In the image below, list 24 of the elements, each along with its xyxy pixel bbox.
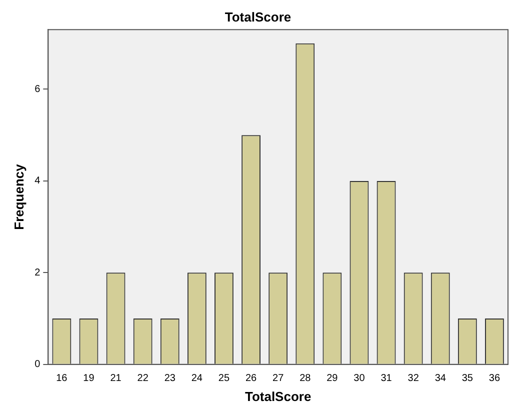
y-tick-label: 4 xyxy=(34,176,41,187)
x-tick-label: 27 xyxy=(272,373,284,384)
x-tick-label: 19 xyxy=(83,373,95,384)
x-tick-label: 16 xyxy=(56,373,68,384)
x-tick-label: 28 xyxy=(300,373,312,384)
x-tick-label: 31 xyxy=(380,373,392,384)
x-tick-label: 35 xyxy=(462,373,474,384)
y-axis-title: Frequency xyxy=(11,163,26,230)
x-tick-label: 21 xyxy=(110,373,122,384)
y-tick-label: 2 xyxy=(34,267,41,278)
x-tick-label: 36 xyxy=(488,373,500,384)
x-tick-label: 25 xyxy=(218,373,230,384)
y-tick-label: 6 xyxy=(34,84,41,95)
x-tick-label: 34 xyxy=(434,373,446,384)
x-tick-label: 26 xyxy=(245,373,258,384)
y-tick-label: 0 xyxy=(34,359,41,370)
x-tick-label: 22 xyxy=(137,373,149,384)
x-tick-label: 24 xyxy=(191,373,203,384)
x-tick-label: 32 xyxy=(408,373,420,384)
x-tick-label: 30 xyxy=(354,373,366,384)
x-axis-title: TotalScore xyxy=(244,388,312,404)
x-tick-label: 29 xyxy=(326,373,338,384)
chart-title: TotalScore xyxy=(224,9,292,24)
x-tick-label: 23 xyxy=(164,373,176,384)
